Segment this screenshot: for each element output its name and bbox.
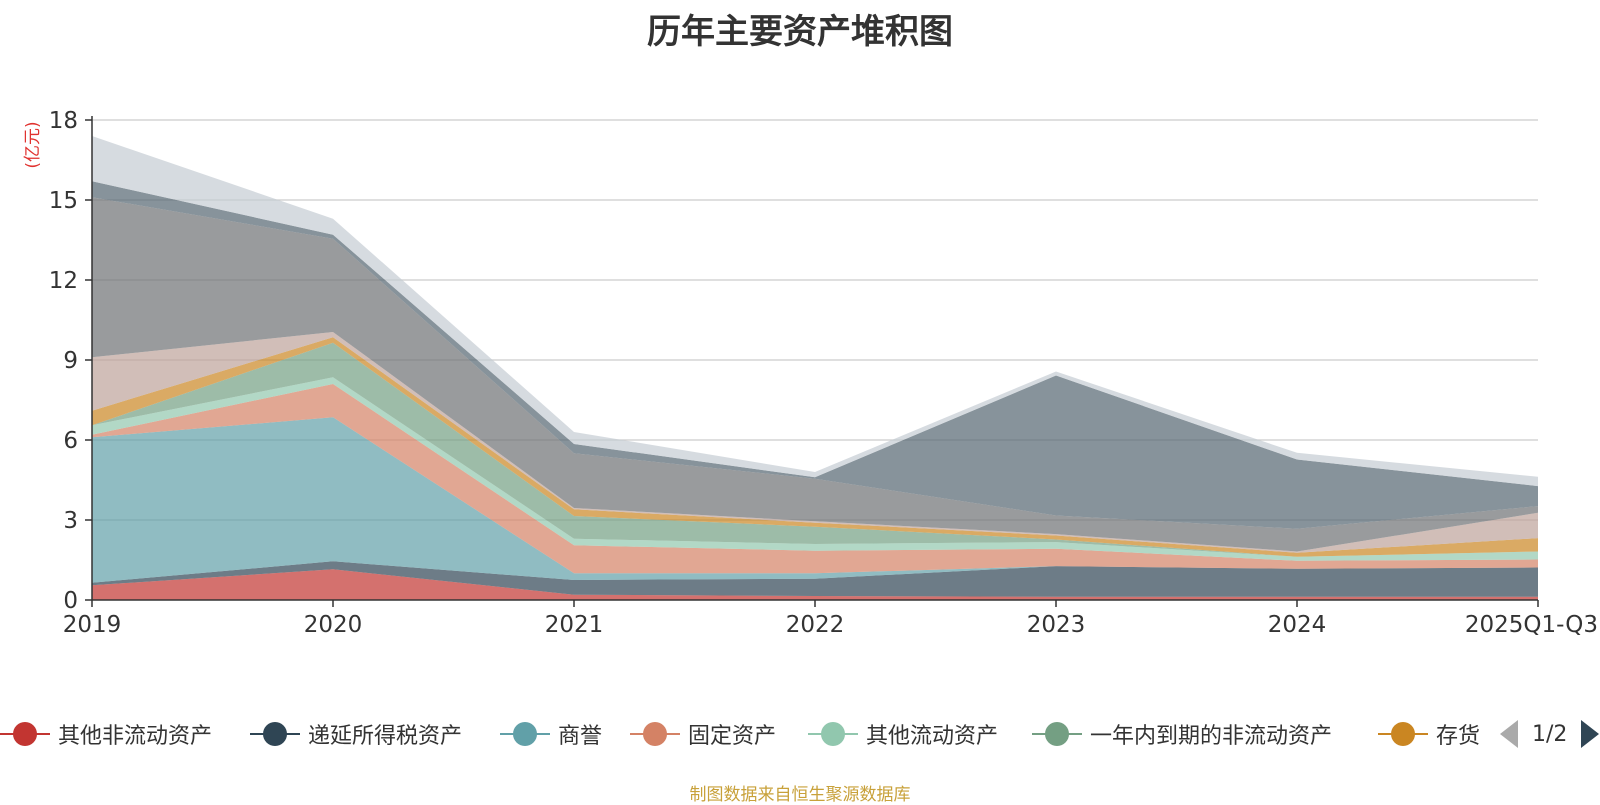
area-商誉 xyxy=(92,417,1538,583)
y-tick-label: 0 xyxy=(63,588,78,614)
legend-marker-icon xyxy=(1378,722,1428,746)
area-递延所得税资产 xyxy=(92,561,1538,597)
chart-title: 历年主要资产堆积图 xyxy=(647,12,953,52)
legend-page-indicator: 1/2 xyxy=(1532,721,1568,747)
y-tick-label: 3 xyxy=(63,508,78,534)
area-series-9 xyxy=(92,197,1538,552)
source-note: 制图数据来自恒生聚源数据库 xyxy=(689,785,911,805)
legend-pager: 1/2 xyxy=(1500,716,1600,752)
x-tick-label: 2024 xyxy=(1268,612,1327,638)
legend-marker-icon xyxy=(630,722,680,746)
legend-marker-icon xyxy=(0,722,50,746)
legend: 其他非流动资产 递延所得税资产 商誉 固定资产 其他流动资产 一年内到期的非流动资产 存货 xyxy=(0,716,1600,752)
legend-label: 存货 xyxy=(1436,724,1481,749)
y-tick-label: 9 xyxy=(63,348,78,374)
legend-item[interactable]: 递延所得税资产 xyxy=(250,716,462,752)
area-series-10 xyxy=(92,181,1538,529)
legend-item[interactable]: 固定资产 xyxy=(630,716,776,752)
x-tick-label: 2019 xyxy=(63,612,122,638)
legend-next-page-button[interactable] xyxy=(1581,720,1600,748)
x-tick-label: 2023 xyxy=(1027,612,1086,638)
x-tick-label: 2025Q1-Q3 xyxy=(1465,612,1598,638)
area-series xyxy=(92,136,1538,600)
legend-marker-icon xyxy=(808,722,858,746)
axes: 0 3 6 9 12 15 18 2019 2020 2021 2022 2023 2024 2025Q1… xyxy=(49,108,1598,638)
y-tick-label: 18 xyxy=(49,108,78,134)
legend-item[interactable]: 存货 xyxy=(1378,716,1480,752)
area-series-8 xyxy=(92,332,1538,553)
x-tick-label: 2022 xyxy=(786,612,845,638)
y-tick-label: 12 xyxy=(49,268,78,294)
area-其他非流动资产 xyxy=(92,569,1538,600)
legend-marker-icon xyxy=(250,722,300,746)
legend-label: 其他流动资产 xyxy=(866,724,999,749)
legend-label: 商誉 xyxy=(558,724,603,749)
legend-item[interactable]: 商誉 xyxy=(500,716,602,752)
y-tick-label: 6 xyxy=(63,428,78,454)
legend-marker-icon xyxy=(500,722,550,746)
legend-label: 其他非流动资产 xyxy=(58,724,213,749)
legend-item[interactable]: 其他流动资产 xyxy=(808,716,998,752)
legend-label: 一年内到期的非流动资产 xyxy=(1090,724,1333,749)
legend-prev-page-button[interactable] xyxy=(1500,720,1518,748)
legend-label: 固定资产 xyxy=(688,724,777,749)
y-tick-label: 15 xyxy=(49,188,78,214)
legend-item[interactable]: 一年内到期的非流动资产 xyxy=(1032,716,1332,752)
legend-label: 递延所得税资产 xyxy=(308,724,463,749)
y-axis-unit-label: (亿元) xyxy=(23,121,43,168)
legend-item[interactable]: 其他非流动资产 xyxy=(0,716,212,752)
legend-marker-icon xyxy=(1032,722,1082,746)
x-tick-label: 2021 xyxy=(545,612,604,638)
x-tick-label: 2020 xyxy=(304,612,363,638)
